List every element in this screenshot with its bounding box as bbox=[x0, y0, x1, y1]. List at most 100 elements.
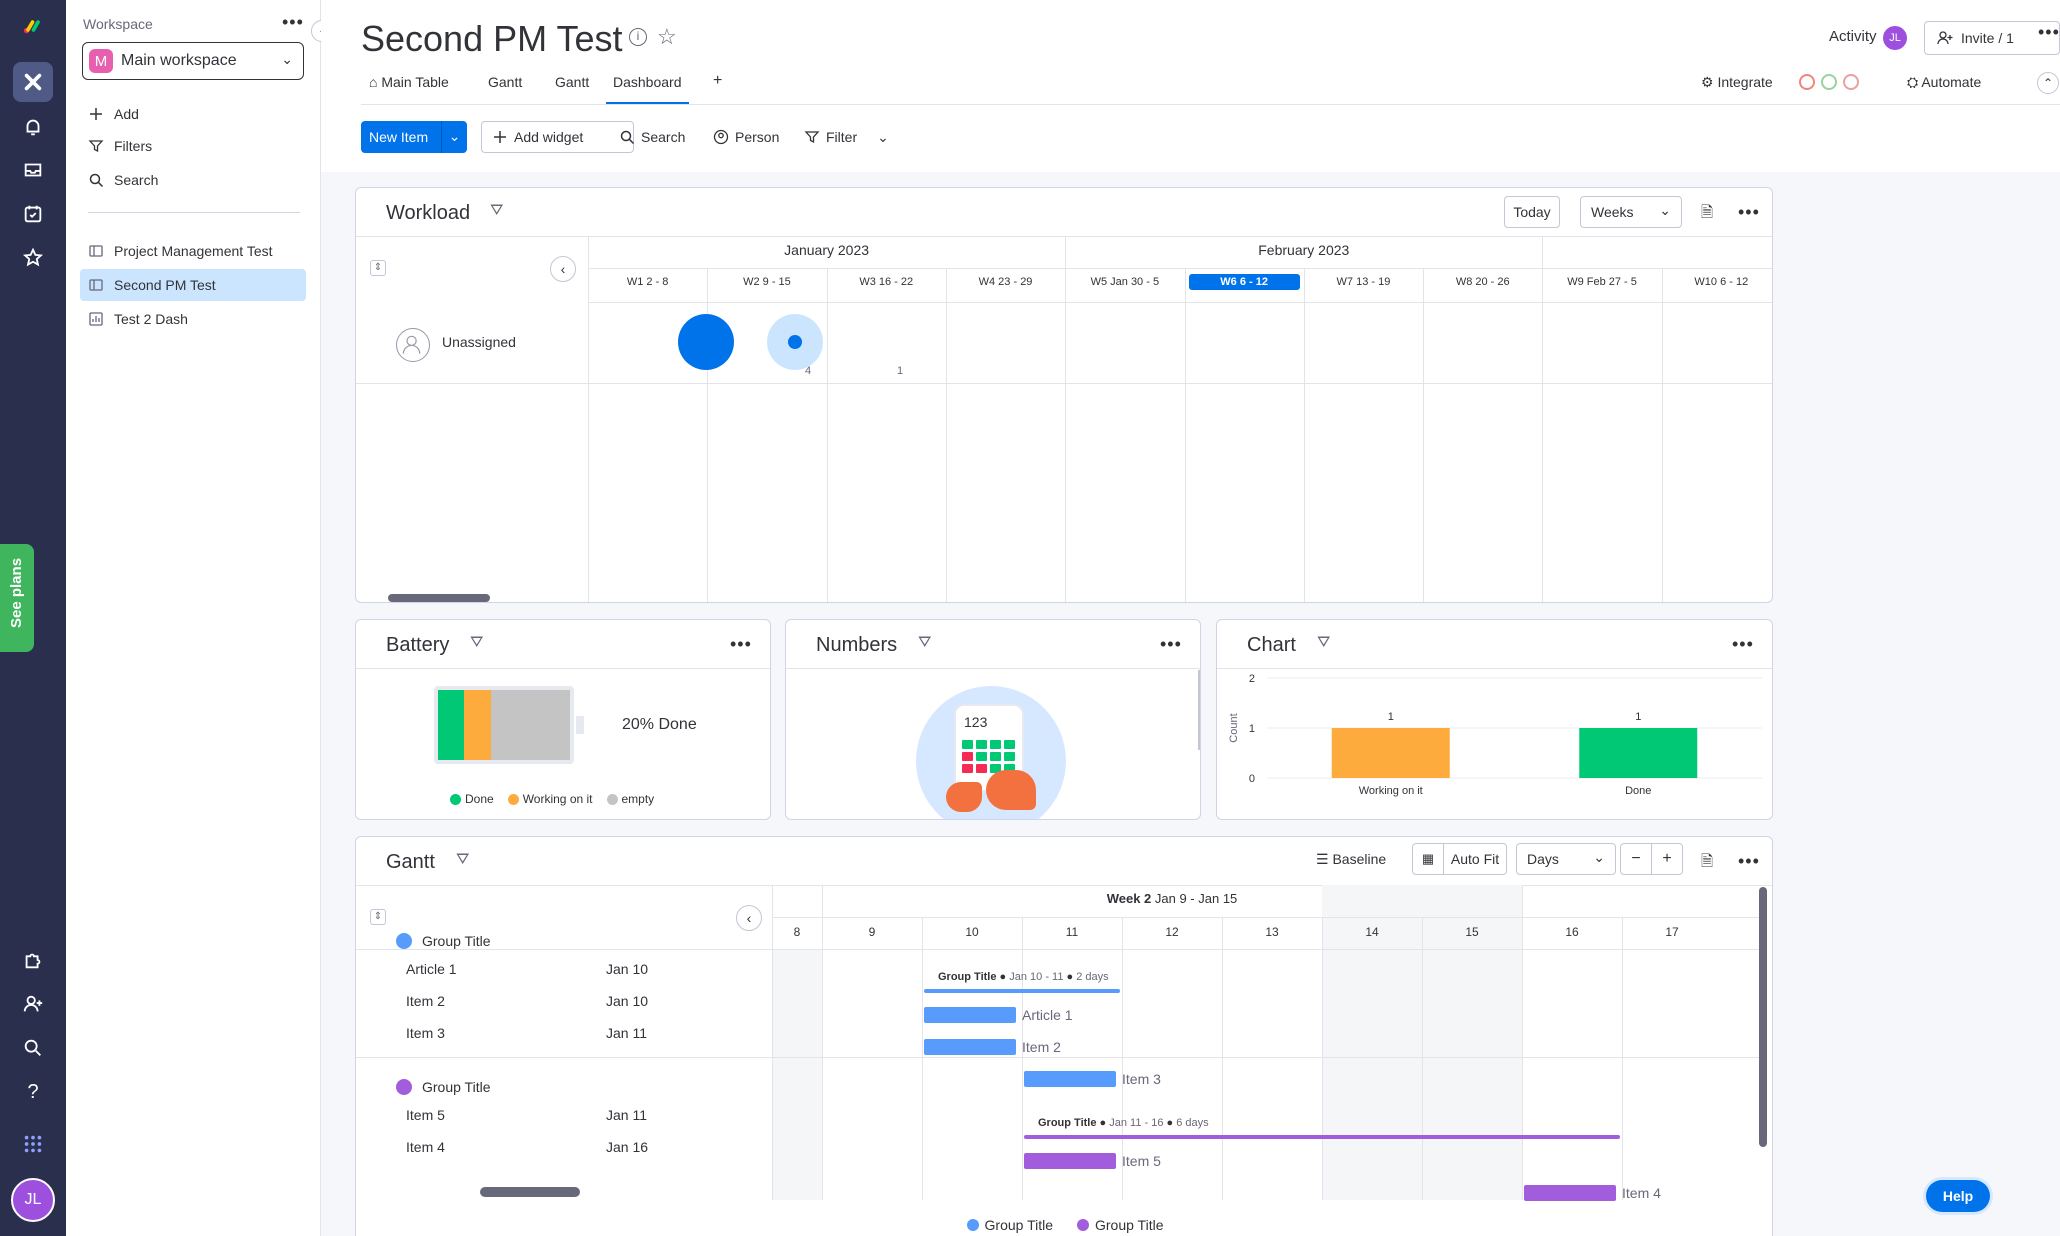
widget-more-icon[interactable]: ••• bbox=[730, 634, 752, 654]
bar-working-on-it[interactable] bbox=[1331, 728, 1450, 778]
workload-bubble-w2[interactable] bbox=[678, 314, 734, 370]
puzzle-icon[interactable] bbox=[13, 940, 53, 980]
search-action[interactable]: Search bbox=[80, 164, 306, 196]
zoom-out-button[interactable]: − bbox=[1620, 843, 1652, 875]
weeks-select[interactable]: Weeks ⌄ bbox=[1580, 196, 1682, 228]
widget-more-icon[interactable]: ••• bbox=[1160, 634, 1182, 654]
gantt-item-bar[interactable] bbox=[924, 1007, 1016, 1023]
vertical-scrollbar[interactable] bbox=[1198, 670, 1200, 750]
person-filter-button[interactable]: Person bbox=[713, 121, 779, 153]
monday-logo-icon[interactable] bbox=[13, 6, 53, 46]
filters-action[interactable]: Filters bbox=[80, 130, 306, 162]
group-row[interactable]: Group Title bbox=[396, 1079, 490, 1095]
invite-user-icon[interactable] bbox=[13, 984, 53, 1024]
workload-count-w2: 4 bbox=[805, 365, 812, 377]
main-area: Second PM Test i ☆ Activity JL Invite / … bbox=[321, 0, 2060, 1236]
bar-done[interactable] bbox=[1579, 728, 1698, 778]
collapse-groups-icon[interactable]: ⇕ bbox=[370, 909, 386, 925]
add-action[interactable]: Add bbox=[80, 98, 306, 130]
calendar-check-icon[interactable] bbox=[13, 194, 53, 234]
item-date: Jan 11 bbox=[606, 1107, 647, 1123]
item-name[interactable]: Item 5 bbox=[406, 1107, 445, 1123]
chevron-left-icon[interactable]: ‹ bbox=[550, 256, 576, 282]
vertical-scrollbar[interactable] bbox=[1759, 887, 1767, 1147]
auto-fit-button[interactable]: Auto Fit bbox=[1443, 843, 1507, 875]
workspace-more-icon[interactable]: ••• bbox=[282, 12, 304, 32]
apps-grid-icon[interactable] bbox=[13, 1124, 53, 1164]
item-name[interactable]: Item 2 bbox=[406, 993, 445, 1009]
group-summary-bar[interactable] bbox=[1024, 1135, 1620, 1139]
chevron-down-icon[interactable]: ⌄ bbox=[441, 121, 467, 153]
search-button[interactable]: Search bbox=[619, 121, 685, 153]
item-name[interactable]: Item 4 bbox=[406, 1139, 445, 1155]
filter-icon[interactable]: ⛛ bbox=[490, 202, 504, 219]
page-title[interactable]: Second PM Test bbox=[361, 18, 623, 59]
chevron-down-icon[interactable]: ⌄ bbox=[877, 128, 889, 145]
workspace-select[interactable]: M Main workspace ⌄ bbox=[82, 42, 304, 80]
add-widget-button[interactable]: Add widget bbox=[481, 121, 634, 153]
battery-segment bbox=[490, 690, 570, 760]
group-summary-bar[interactable] bbox=[924, 989, 1120, 993]
horizontal-scrollbar[interactable] bbox=[388, 594, 490, 602]
gantt-item-bar[interactable] bbox=[1024, 1071, 1116, 1087]
user-avatar[interactable]: JL bbox=[11, 1178, 55, 1222]
activity-link[interactable]: Activity bbox=[1829, 28, 1877, 45]
days-select[interactable]: Days ⌄ bbox=[1516, 843, 1616, 875]
star-icon[interactable]: ☆ bbox=[657, 24, 677, 49]
filter-icon[interactable]: ⛛ bbox=[1317, 634, 1331, 651]
add-view-button[interactable]: + bbox=[713, 72, 722, 102]
sidebar-item-test-2-dash[interactable]: Test 2 Dash bbox=[80, 303, 306, 335]
zoom-in-button[interactable]: + bbox=[1651, 843, 1683, 875]
baseline-button[interactable]: ☰ Baseline bbox=[1316, 851, 1386, 868]
widget-more-icon[interactable]: ••• bbox=[1732, 634, 1754, 654]
expand-icon[interactable]: ⇕ bbox=[370, 260, 386, 276]
group-row[interactable]: Group Title bbox=[396, 933, 490, 949]
activity-avatar[interactable]: JL bbox=[1883, 26, 1907, 50]
battery-summary: 20% Done bbox=[622, 716, 697, 733]
automate-button[interactable]: ⛭ Automate bbox=[1907, 74, 1981, 91]
chevron-down-icon: ⌄ bbox=[1659, 202, 1671, 218]
integrate-button[interactable]: ⚙ Integrate bbox=[1701, 74, 1773, 91]
star-icon[interactable] bbox=[13, 238, 53, 278]
calculator-keys bbox=[962, 740, 1018, 773]
item-name[interactable]: Item 3 bbox=[406, 1025, 445, 1041]
tab-main-table[interactable]: ⌂ Main Table bbox=[369, 74, 449, 104]
sidebar-item-project-management-test[interactable]: Project Management Test bbox=[80, 235, 306, 267]
new-item-label: New Item bbox=[369, 129, 429, 145]
filter-button[interactable]: Filter ⌄ bbox=[804, 121, 889, 153]
info-icon[interactable]: i bbox=[629, 28, 647, 46]
gantt-item-bar[interactable] bbox=[1024, 1153, 1116, 1169]
widget-more-icon[interactable]: ••• bbox=[1738, 851, 1760, 871]
more-icon[interactable]: ••• bbox=[2038, 22, 2060, 42]
export-icon[interactable]: 🗎 bbox=[1701, 853, 1714, 870]
search-icon[interactable] bbox=[13, 1028, 53, 1068]
tab-gantt-1[interactable]: Gantt bbox=[488, 74, 522, 104]
filter-icon[interactable]: ⛛ bbox=[470, 634, 484, 651]
today-button[interactable]: Today bbox=[1504, 196, 1560, 228]
see-plans-button[interactable]: See plans bbox=[0, 544, 34, 652]
week-column-divider bbox=[1661, 268, 1663, 602]
collapse-header-icon[interactable]: ⌃ bbox=[2037, 72, 2059, 94]
integration-icon-1 bbox=[1799, 74, 1815, 90]
help-button[interactable]: Help bbox=[1926, 1180, 1990, 1212]
calendar-icon[interactable]: ▦ bbox=[1412, 843, 1444, 875]
item-name[interactable]: Article 1 bbox=[406, 961, 457, 977]
filter-icon[interactable]: ⛛ bbox=[456, 851, 470, 868]
workspace-x-icon[interactable] bbox=[13, 62, 53, 102]
help-question-icon[interactable]: ? bbox=[27, 1080, 39, 1103]
bell-icon[interactable] bbox=[13, 107, 53, 147]
widget-more-icon[interactable]: ••• bbox=[1738, 202, 1760, 222]
gantt-item-bar[interactable] bbox=[1524, 1185, 1616, 1201]
workload-bubble-w3[interactable] bbox=[767, 314, 823, 370]
inbox-icon[interactable] bbox=[13, 150, 53, 190]
export-icon[interactable]: 🗎 bbox=[1701, 204, 1714, 221]
gantt-item-bar[interactable] bbox=[924, 1039, 1016, 1055]
new-item-button[interactable]: New Item ⌄ bbox=[361, 121, 467, 153]
sidebar-item-second-pm-test[interactable]: Second PM Test bbox=[80, 269, 306, 301]
horizontal-scrollbar[interactable] bbox=[480, 1187, 580, 1197]
week-column-divider bbox=[707, 268, 709, 602]
chevron-left-icon[interactable]: ‹ bbox=[736, 905, 762, 931]
tab-dashboard[interactable]: Dashboard bbox=[606, 74, 689, 104]
tab-gantt-2[interactable]: Gantt bbox=[555, 74, 589, 104]
filter-icon[interactable]: ⛛ bbox=[918, 634, 932, 651]
